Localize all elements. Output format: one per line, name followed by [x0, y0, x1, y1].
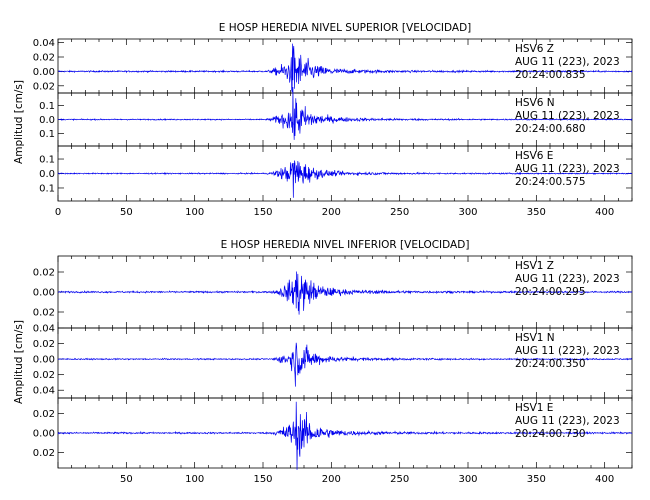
x-tick-label: 0: [55, 207, 61, 218]
time-label: 20:24:00.835: [515, 69, 586, 81]
chart-title: E HOSP HEREDIA NIVEL SUPERIOR [VELOCIDAD…: [219, 22, 472, 34]
x-tick-label: 400: [595, 207, 614, 218]
y-tick-label: 0.1: [39, 155, 55, 166]
y-tick-label: 0.02: [33, 268, 55, 279]
y-tick-label: 0.00: [33, 355, 55, 366]
x-tick-label: 350: [527, 474, 546, 485]
x-tick-label: 300: [458, 474, 477, 485]
time-label: 20:24:00.575: [515, 176, 586, 188]
y-tick-label: 0.02: [33, 81, 55, 92]
time-label: 20:24:00.730: [515, 428, 586, 440]
x-tick-label: 250: [390, 207, 409, 218]
x-tick-label: 200: [322, 207, 341, 218]
y-tick-label: 0.00: [33, 429, 55, 440]
x-tick-label: 400: [595, 474, 614, 485]
station-channel-label: HSV6 N: [515, 97, 555, 109]
y-axis-label: Amplitud [cm/s]: [13, 320, 25, 404]
time-label: 20:24:00.680: [515, 123, 586, 135]
x-tick-label: 150: [253, 474, 272, 485]
y-axis-label: Amplitud [cm/s]: [13, 80, 25, 164]
y-tick-label: 0.1: [39, 129, 55, 140]
time-label: 20:24:00.350: [515, 358, 586, 370]
y-tick-label: 0.02: [33, 370, 55, 381]
seismic-trace: [57, 86, 633, 140]
y-tick-label: 0.02: [33, 409, 55, 420]
station-channel-label: HSV6 E: [515, 150, 553, 162]
x-tick-label: 50: [120, 207, 133, 218]
date-label: AUG 11 (223), 2023: [515, 56, 620, 68]
seismic-trace: [57, 43, 633, 93]
date-label: AUG 11 (223), 2023: [515, 415, 620, 427]
y-tick-label: 0.1: [39, 101, 55, 112]
y-tick-label: 0.0: [39, 169, 55, 180]
date-label: AUG 11 (223), 2023: [515, 110, 620, 122]
x-tick-label: 100: [185, 474, 204, 485]
seismic-trace: [57, 271, 633, 315]
y-tick-label: 0.02: [33, 448, 55, 459]
x-tick-label: 250: [390, 474, 409, 485]
seismic-trace: [57, 342, 633, 387]
chart-title: E HOSP HEREDIA NIVEL INFERIOR [VELOCIDAD…: [221, 239, 470, 251]
y-tick-label: 0.1: [39, 183, 55, 194]
x-tick-label: 100: [185, 207, 204, 218]
y-tick-label: 0.02: [33, 53, 55, 64]
seismic-trace: [57, 160, 633, 198]
y-tick-label: 0.04: [33, 324, 55, 335]
y-tick-label: 0.04: [33, 386, 55, 397]
seismic-trace: [57, 401, 633, 470]
y-tick-label: 0.00: [33, 288, 55, 299]
x-tick-label: 350: [527, 207, 546, 218]
date-label: AUG 11 (223), 2023: [515, 163, 620, 175]
y-tick-label: 0.02: [33, 308, 55, 319]
station-channel-label: HSV1 E: [515, 402, 553, 414]
station-channel-label: HSV6 Z: [515, 43, 554, 55]
x-tick-label: 200: [322, 474, 341, 485]
time-label: 20:24:00.295: [515, 286, 586, 298]
y-tick-label: 0.0: [39, 115, 55, 126]
station-channel-label: HSV1 Z: [515, 260, 554, 272]
y-tick-label: 0.02: [33, 339, 55, 350]
station-channel-label: HSV1 N: [515, 332, 555, 344]
date-label: AUG 11 (223), 2023: [515, 273, 620, 285]
y-tick-label: 0.00: [33, 67, 55, 78]
x-tick-label: 300: [458, 207, 477, 218]
y-tick-label: 0.04: [33, 38, 55, 49]
x-tick-label: 150: [253, 207, 272, 218]
x-tick-label: 50: [120, 474, 133, 485]
date-label: AUG 11 (223), 2023: [515, 345, 620, 357]
